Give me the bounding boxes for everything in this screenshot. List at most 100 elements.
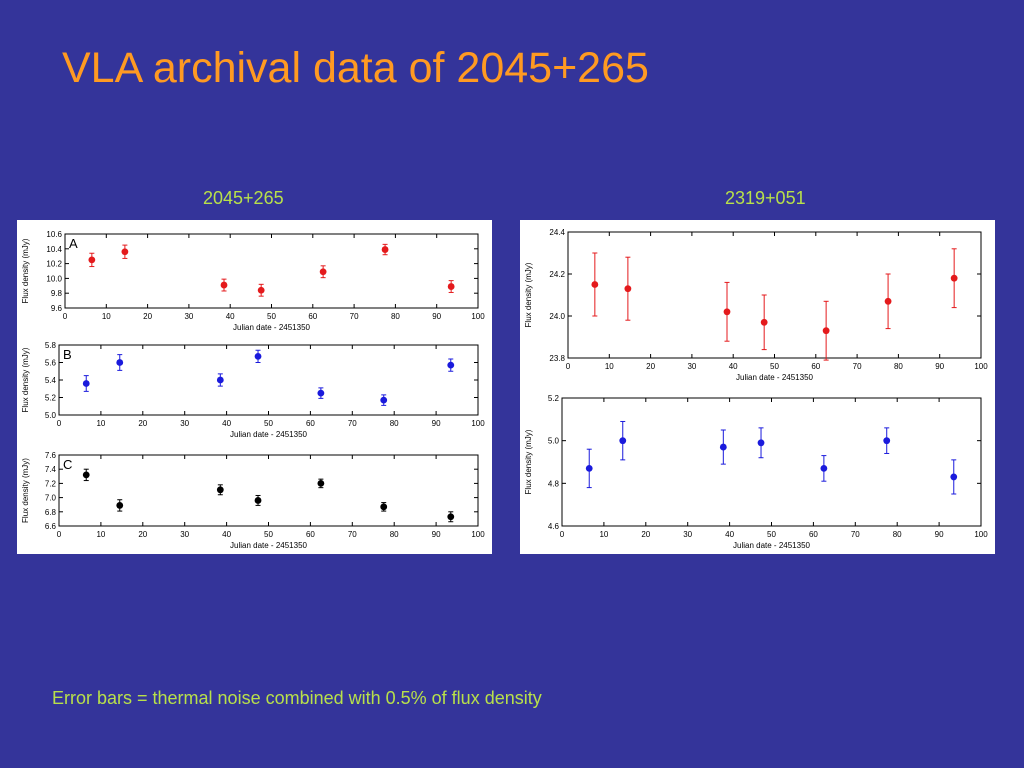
- y-tick-label: 7.2: [45, 479, 57, 488]
- chart-a: 0 10 20 30 40 50 60 70 80 90 100 9.6 9.8 10.0 10.2 10.4…: [21, 230, 485, 330]
- x-tick-label: 90: [935, 362, 944, 371]
- x-tick-label: 40: [729, 362, 738, 371]
- data-point: [82, 380, 90, 387]
- data-point: [950, 274, 958, 282]
- data-point: [220, 281, 228, 289]
- left-figure-panel: 0 10 20 30 40 50 60 70 80 90 100 9.6 9.8 10.0 10.2 10.4…: [17, 220, 492, 554]
- x-tick-label: 100: [974, 530, 988, 539]
- y-axis-label: Flux density (mJy): [21, 458, 30, 523]
- data-point: [381, 246, 389, 253]
- x-tick-label: 40: [222, 530, 231, 539]
- chart-c: 0 10 20 30 40 50 60 70 80 90 100 6.6 6.8 7.0 7.2 7.4 7.6…: [21, 451, 485, 550]
- x-tick-label: 20: [138, 419, 147, 428]
- x-axis-label: Julian date - 2451350: [230, 430, 308, 439]
- x-tick-label: 70: [350, 312, 359, 321]
- chart-e: 0 10 20 30 40 50 60 70 80 90 100 4.6 4.8 5.0 5.2 Julian…: [524, 394, 988, 550]
- y-tick-label: 10.6: [46, 230, 62, 239]
- x-tick-label: 0: [566, 362, 571, 371]
- x-axis-label: Julian date - 2451350: [230, 541, 308, 550]
- y-tick-label: 24.4: [549, 228, 565, 237]
- data-point: [216, 376, 224, 384]
- y-tick-label: 9.8: [51, 289, 63, 298]
- x-tick-label: 10: [96, 419, 105, 428]
- data-point: [884, 297, 892, 305]
- x-tick-label: 70: [853, 362, 862, 371]
- data-point: [822, 327, 830, 335]
- y-tick-label: 5.0: [548, 437, 560, 446]
- y-tick-label: 4.6: [548, 522, 560, 531]
- x-tick-label: 90: [432, 530, 441, 539]
- x-tick-label: 10: [96, 530, 105, 539]
- x-tick-label: 50: [767, 530, 776, 539]
- y-tick-label: 9.6: [51, 304, 63, 313]
- data-point: [82, 471, 90, 479]
- y-tick-label: 10.4: [46, 245, 62, 254]
- x-tick-label: 20: [138, 530, 147, 539]
- x-tick-label: 60: [306, 419, 315, 428]
- data-point: [820, 465, 828, 472]
- x-tick-label: 10: [605, 362, 614, 371]
- x-tick-label: 0: [57, 419, 62, 428]
- data-point: [447, 513, 455, 521]
- data-point: [723, 308, 731, 316]
- x-tick-label: 90: [432, 419, 441, 428]
- data-point: [950, 473, 958, 481]
- y-tick-label: 5.6: [45, 359, 57, 368]
- data-point: [585, 465, 593, 472]
- x-tick-label: 80: [894, 362, 903, 371]
- x-tick-label: 70: [348, 419, 357, 428]
- plot-frame: [58, 454, 479, 527]
- x-tick-label: 60: [306, 530, 315, 539]
- data-point: [121, 248, 129, 256]
- data-point: [116, 359, 124, 366]
- panel-label: B: [63, 347, 72, 362]
- data-point: [116, 502, 124, 509]
- data-point: [88, 256, 96, 264]
- x-tick-label: 100: [974, 362, 988, 371]
- y-tick-label: 4.8: [548, 479, 560, 488]
- x-tick-label: 0: [63, 312, 68, 321]
- y-axis-label: Flux density (mJy): [21, 238, 30, 303]
- y-tick-label: 7.0: [45, 494, 57, 503]
- y-tick-label: 7.4: [45, 465, 57, 474]
- y-tick-label: 7.6: [45, 451, 57, 460]
- x-tick-label: 60: [308, 312, 317, 321]
- data-point: [254, 352, 262, 360]
- data-point: [317, 389, 325, 397]
- chart-d: 0 10 20 30 40 50 60 70 80 90 100 23.8 24.0 24.2 24.4 Ju…: [524, 228, 988, 382]
- x-tick-label: 20: [641, 530, 650, 539]
- x-tick-label: 0: [57, 530, 62, 539]
- x-tick-label: 30: [180, 530, 189, 539]
- data-point: [591, 281, 599, 288]
- x-tick-label: 20: [646, 362, 655, 371]
- data-point: [380, 396, 388, 404]
- plot-frame: [561, 397, 982, 527]
- y-tick-label: 6.6: [45, 522, 57, 531]
- x-tick-label: 60: [809, 530, 818, 539]
- x-tick-label: 30: [180, 419, 189, 428]
- error-bar-caption: Error bars = thermal noise combined with…: [52, 688, 542, 708]
- y-tick-label: 10.2: [46, 260, 62, 269]
- data-point: [254, 497, 262, 504]
- x-tick-label: 50: [267, 312, 276, 321]
- x-tick-label: 50: [264, 419, 273, 428]
- x-tick-label: 50: [770, 362, 779, 371]
- y-tick-label: 5.8: [45, 341, 57, 350]
- y-tick-label: 5.2: [45, 394, 57, 403]
- x-tick-label: 0: [560, 530, 565, 539]
- x-tick-label: 20: [143, 312, 152, 321]
- data-point: [619, 437, 627, 445]
- x-tick-label: 30: [687, 362, 696, 371]
- y-axis-label: Flux density (mJy): [524, 262, 533, 327]
- data-point: [447, 283, 455, 290]
- right-heading: 2319+051: [725, 188, 806, 208]
- x-axis-label: Julian date - 2451350: [733, 541, 811, 550]
- y-axis-label: Flux density (mJy): [524, 429, 533, 494]
- x-tick-label: 60: [811, 362, 820, 371]
- x-tick-label: 50: [264, 530, 273, 539]
- data-point: [757, 439, 765, 447]
- x-tick-label: 40: [725, 530, 734, 539]
- data-point: [719, 443, 727, 451]
- y-tick-label: 5.4: [45, 376, 57, 385]
- x-tick-label: 100: [471, 530, 485, 539]
